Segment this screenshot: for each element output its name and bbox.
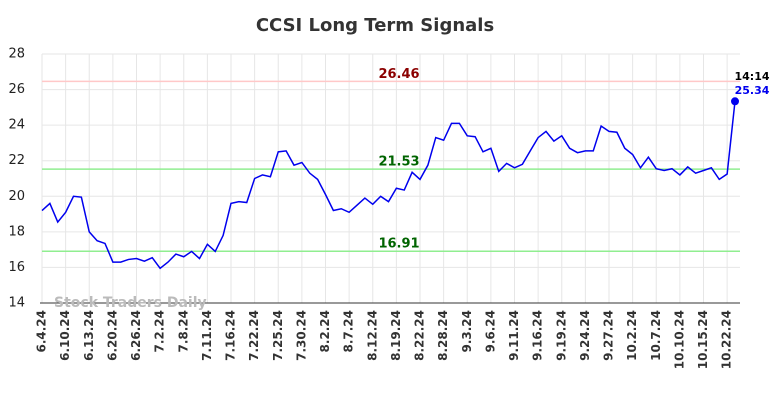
x-tick-label: 9.27.24: [602, 310, 616, 361]
x-tick-label: 9.16.24: [531, 310, 545, 361]
x-tick-label: 8.22.24: [413, 310, 427, 361]
last-point: [731, 97, 739, 106]
y-tick-label: 20: [8, 189, 25, 204]
x-tick-label: 7.2.24: [153, 310, 167, 353]
x-tick-label: 10.22.24: [720, 310, 734, 369]
x-tick-label: 8.19.24: [389, 310, 403, 361]
x-tick-label: 6.20.24: [105, 310, 119, 361]
watermark: Stock Traders Daily: [54, 295, 207, 311]
x-tick-label: 8.7.24: [342, 310, 356, 353]
last-value: 25.34: [735, 84, 770, 97]
x-tick-label: 10.7.24: [649, 310, 663, 361]
x-tick-label: 10.10.24: [672, 310, 686, 369]
x-tick-label: 9.11.24: [507, 310, 521, 361]
x-tick-label: 6.10.24: [58, 310, 72, 361]
y-tick-label: 16: [8, 260, 25, 275]
y-tick-label: 14: [8, 296, 25, 311]
y-tick-label: 22: [8, 153, 25, 168]
x-tick-label: 6.26.24: [129, 310, 143, 361]
last-time: 14:14: [734, 70, 769, 83]
x-tick-label: 9.24.24: [578, 310, 592, 361]
y-tick-label: 26: [8, 82, 25, 97]
x-tick-label: 9.19.24: [554, 310, 568, 361]
x-tick-label: 10.2.24: [625, 310, 639, 361]
x-tick-label: 6.4.24: [35, 310, 49, 353]
y-tick-label: 28: [8, 47, 25, 62]
x-tick-label: 6.13.24: [82, 310, 96, 361]
x-tick-label: 7.11.24: [200, 310, 214, 361]
x-tick-label: 7.16.24: [224, 310, 238, 361]
x-tick-label: 7.22.24: [247, 310, 261, 361]
x-tick-label: 8.28.24: [436, 310, 450, 361]
signal-label: 16.91: [378, 237, 419, 252]
x-tick-label: 7.8.24: [176, 310, 190, 353]
x-tick-label: 8.2.24: [318, 310, 332, 353]
signal-label: 21.53: [378, 155, 419, 170]
x-tick-label: 8.12.24: [365, 310, 379, 361]
x-tick-label: 9.6.24: [483, 310, 497, 353]
x-tick-label: 7.25.24: [271, 310, 285, 361]
x-tick-label: 9.3.24: [460, 310, 474, 353]
x-tick-label: 10.15.24: [696, 310, 710, 369]
price-line: [41, 101, 736, 270]
y-tick-label: 18: [8, 224, 25, 239]
y-tick-label: 24: [8, 118, 25, 133]
x-tick-label: 7.30.24: [294, 310, 308, 361]
signal-label: 26.46: [378, 67, 419, 82]
chart-title: CCSI Long Term Signals: [256, 15, 494, 36]
